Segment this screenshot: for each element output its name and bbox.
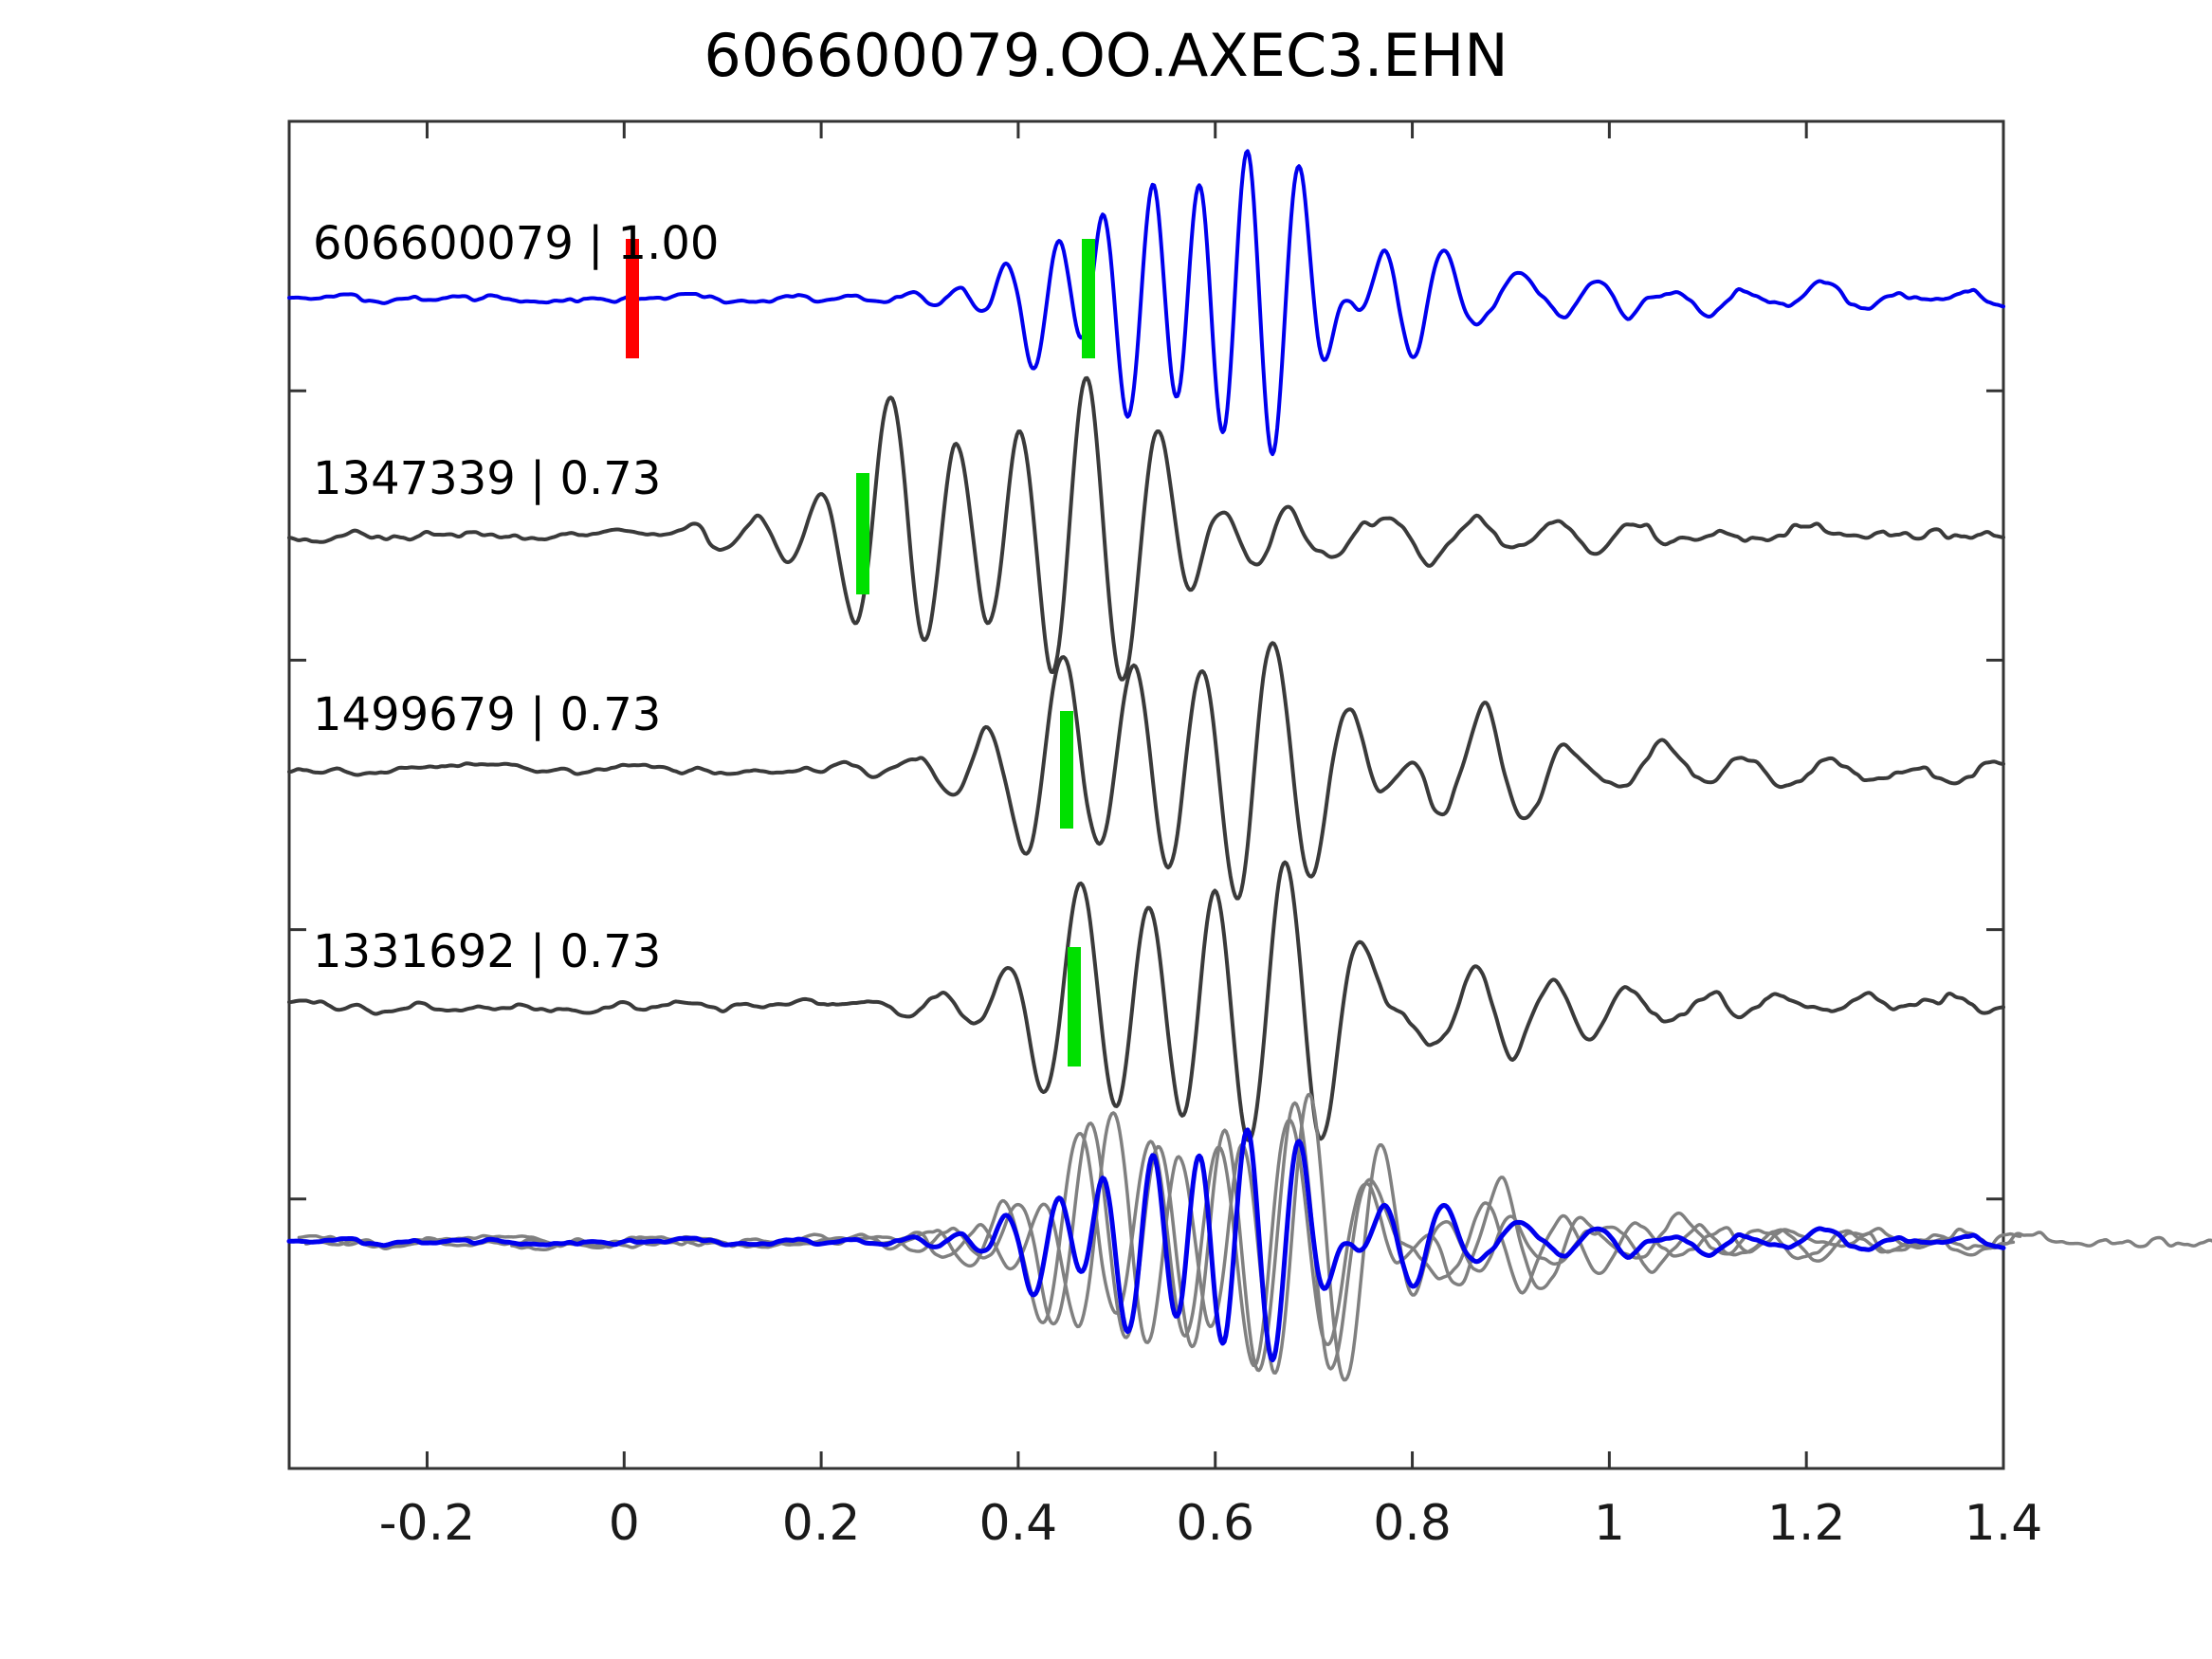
page-title: 606600079.OO.AXEC3.EHN <box>704 21 1508 90</box>
overlay-template-trace <box>286 1127 2006 1363</box>
waveform-trace <box>287 375 2005 682</box>
s-pick-marker <box>856 473 869 594</box>
axes-frame <box>287 119 2005 1470</box>
x-tick-label: 1 <box>1593 1495 1625 1552</box>
waveform-trace <box>287 149 2005 457</box>
s-pick-marker <box>1060 711 1073 829</box>
axes-frame-rect <box>287 119 2005 1470</box>
waveform-trace <box>287 641 2005 901</box>
x-tick-label: 0.6 <box>1176 1495 1255 1552</box>
overlay-traces <box>286 1092 2212 1382</box>
x-tick-label: 0.2 <box>781 1495 861 1552</box>
trace-label: 1331692 | 0.73 <box>313 925 662 978</box>
x-tick-label: 0 <box>608 1495 640 1552</box>
x-tick-label: 1.2 <box>1766 1495 1846 1552</box>
trace-label: 1499679 | 0.73 <box>313 688 662 741</box>
s-pick-marker <box>1082 239 1095 358</box>
overlay-match-trace <box>297 1101 2016 1373</box>
waveform-traces <box>287 149 2005 1142</box>
pick-markers <box>626 239 1095 1066</box>
s-pick-marker <box>1068 947 1081 1066</box>
x-tick-label: -0.2 <box>378 1495 476 1552</box>
x-tick-label: 1.4 <box>1964 1495 2043 1552</box>
trace-label: 1347339 | 0.73 <box>313 452 662 505</box>
waveform-trace <box>287 860 2005 1142</box>
x-tick-label: 0.8 <box>1373 1495 1452 1552</box>
p-pick-marker <box>626 239 639 358</box>
trace-label: 606600079 | 1.00 <box>313 217 720 270</box>
x-tick-label: 0.4 <box>978 1495 1058 1552</box>
